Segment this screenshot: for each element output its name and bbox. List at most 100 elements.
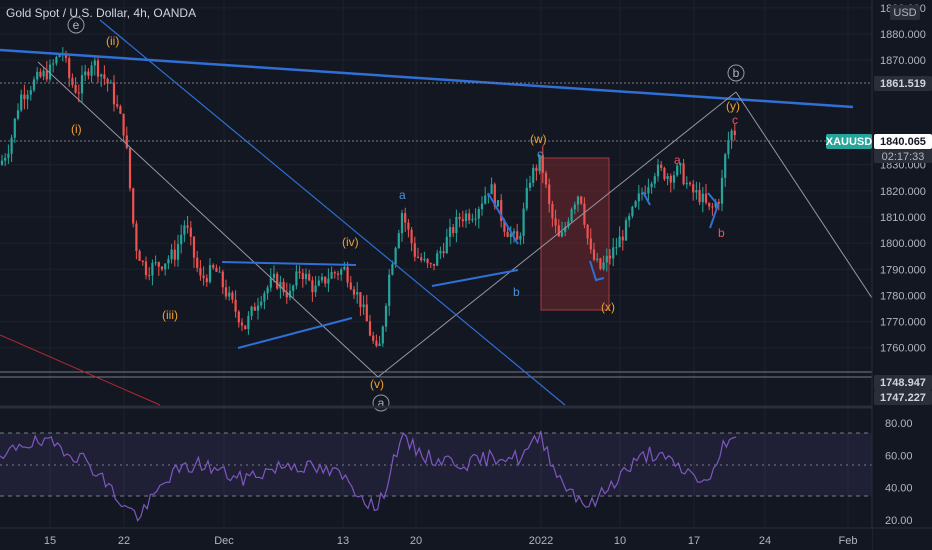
wedge-bottom — [431, 269, 519, 287]
symbol-tag[interactable] — [826, 134, 872, 149]
circle-label-a: a — [378, 396, 385, 410]
candle-body — [612, 247, 615, 259]
candle-body — [317, 280, 320, 286]
rsi-axis-ticks: 80.00 60.00 40.00 20.00 — [885, 418, 913, 527]
candle-body — [557, 225, 560, 237]
candle-body — [685, 182, 688, 185]
candle-body — [692, 184, 695, 193]
red-line — [0, 334, 161, 406]
triangle-bottom — [237, 317, 353, 349]
candle-body — [573, 204, 576, 210]
countdown-tag — [874, 149, 932, 163]
time-tick: 24 — [759, 535, 771, 547]
rsi-tick: 20.00 — [885, 515, 913, 527]
candle-body — [327, 278, 330, 284]
chart-grid — [0, 0, 872, 528]
candle-body — [135, 223, 138, 252]
channel-line-white — [37, 61, 379, 378]
candle-body — [669, 175, 672, 183]
price-tag-1861 — [874, 76, 932, 91]
candle-body — [720, 177, 724, 204]
candle-body — [372, 335, 375, 341]
candle-body — [733, 130, 736, 136]
candle-body — [301, 272, 304, 280]
candle-body — [36, 71, 39, 80]
candle-body — [647, 187, 650, 194]
candle-body — [688, 182, 692, 185]
candle-body — [29, 90, 32, 95]
price-tag-1840 — [874, 134, 932, 149]
candle-body — [221, 271, 224, 288]
candle-body — [93, 60, 96, 66]
candle-body — [468, 213, 471, 221]
candle-body — [384, 305, 388, 327]
candle-body — [224, 287, 228, 297]
time-tick: 2022 — [529, 535, 553, 547]
candle-body — [448, 227, 452, 237]
candle-body — [695, 190, 698, 193]
currency-button[interactable] — [890, 5, 920, 20]
candle-body — [55, 57, 58, 64]
candle-body — [477, 209, 480, 219]
wave-label-iv: (iv) — [342, 235, 359, 249]
candle-body — [74, 84, 77, 93]
circle-label-e: e — [73, 18, 80, 32]
candle-body — [260, 301, 263, 306]
candle-body — [167, 259, 170, 264]
candle-body — [640, 193, 644, 195]
rsi-tick: 40.00 — [885, 483, 913, 495]
price-axis-bg[interactable] — [872, 0, 932, 550]
candle-body — [452, 227, 455, 234]
candlestick-series — [0, 47, 736, 348]
wave-label-b-red: b — [718, 226, 725, 240]
candle-body — [320, 276, 324, 281]
candle-body — [532, 167, 535, 183]
price-tick: 1870.000 — [880, 55, 926, 67]
candle-body — [304, 273, 308, 280]
candle-body — [343, 266, 346, 270]
time-tick: 13 — [337, 535, 349, 547]
candle-body — [618, 236, 621, 248]
candle-body — [663, 167, 666, 180]
candle-body — [704, 193, 708, 203]
time-axis-bg[interactable] — [0, 528, 872, 550]
candle-body — [564, 226, 567, 233]
price-tick: 1820.000 — [880, 186, 926, 198]
currency-label: USD — [893, 7, 916, 19]
candle-body — [512, 231, 516, 234]
candle-body — [106, 78, 109, 84]
rsi-tick: 60.00 — [885, 450, 913, 462]
price-tick: 1810.000 — [880, 212, 926, 224]
wave-labels: (ii) (i) (iii) (iv) (v) (w) (x) (y) a b … — [71, 34, 740, 391]
candle-body — [263, 293, 266, 302]
price-tick: 1790.000 — [880, 264, 926, 276]
main-trendline — [0, 48, 854, 109]
candle-body — [90, 65, 93, 76]
wave-label-a-red: a — [674, 153, 681, 167]
candle-body — [244, 325, 247, 330]
candle-body — [394, 248, 397, 265]
candle-body — [42, 70, 45, 77]
circle-e-ring — [67, 16, 85, 34]
candle-body — [16, 110, 20, 119]
candle-body — [570, 209, 573, 222]
candle-body — [48, 64, 52, 80]
chart-title: Gold Spot / U.S. Dollar, 4h, OANDA — [6, 6, 197, 20]
circle-labels: e b a — [67, 16, 745, 412]
candle-body — [602, 262, 605, 270]
circle-label-b: b — [733, 66, 740, 80]
candle-body — [154, 262, 157, 264]
candle-body — [404, 213, 407, 223]
price-tag-1747 — [874, 390, 932, 405]
candle-body — [628, 216, 631, 221]
candle-body — [548, 184, 551, 204]
candle-body — [442, 251, 445, 254]
candle-body — [87, 71, 90, 76]
price-tick: 1800.000 — [880, 238, 926, 250]
candle-body — [20, 94, 23, 111]
candle-body — [528, 182, 532, 188]
candle-body — [458, 216, 461, 220]
candle-body — [311, 280, 314, 293]
candle-body — [506, 231, 509, 237]
